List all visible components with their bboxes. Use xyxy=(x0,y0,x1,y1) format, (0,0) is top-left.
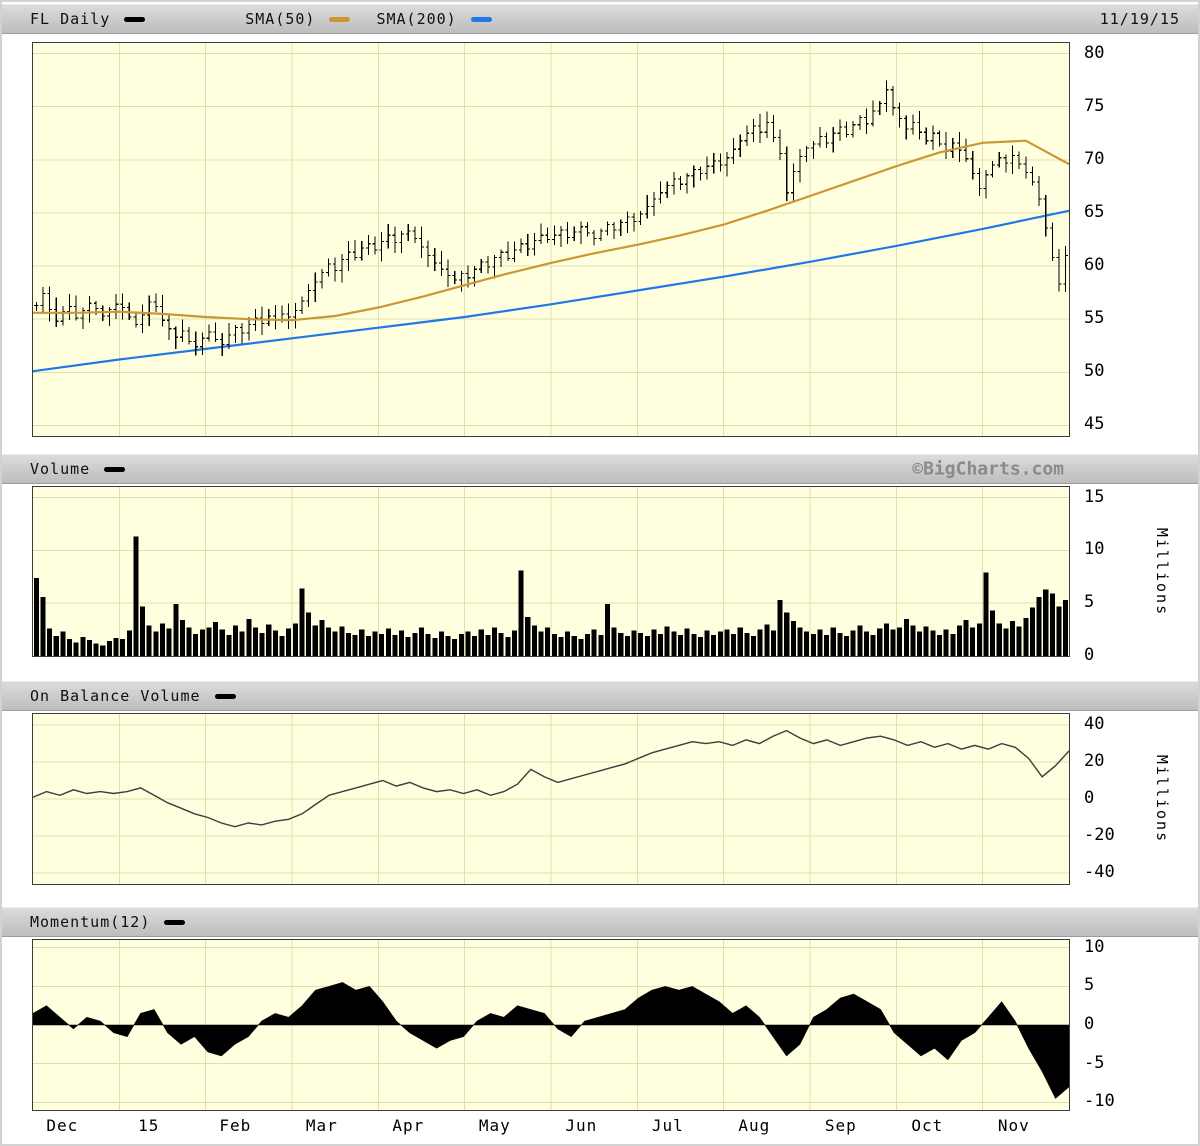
obv-swatch-icon xyxy=(214,693,236,699)
volume-millions-label: Millions xyxy=(1153,527,1171,616)
obv-panel: 40 20 0 -20 -40 Millions xyxy=(2,713,1198,885)
obv-header: On Balance Volume xyxy=(2,681,1198,711)
volume-plot-svg xyxy=(33,487,1069,656)
x-axis-label: Mar xyxy=(305,1116,338,1135)
momentum-plot xyxy=(32,939,1070,1111)
price-plot xyxy=(32,42,1070,437)
sma50-line xyxy=(33,139,1069,322)
momentum-area xyxy=(33,982,1069,1099)
volume-bars xyxy=(33,536,1069,656)
obv-plot-svg xyxy=(33,714,1069,884)
x-axis-label: Sep xyxy=(824,1116,857,1135)
chart-date: 11/19/15 xyxy=(1099,10,1180,28)
y-tick-label: 0 xyxy=(1084,788,1095,808)
momentum-plot-svg xyxy=(33,940,1069,1110)
x-axis: Dec 15 Feb Mar Apr May Jun Jul Aug Sep Oct Nov xyxy=(32,1114,1070,1142)
sma50-swatch-icon xyxy=(329,16,351,22)
y-tick-label: 70 xyxy=(1084,148,1105,169)
y-tick-label: 75 xyxy=(1084,95,1105,116)
ohlc-bars xyxy=(34,80,1068,356)
y-tick-label: 45 xyxy=(1084,414,1105,435)
volume-yaxis: 15 10 5 0 xyxy=(1084,486,1154,664)
sma200-label: SMA(200) xyxy=(376,10,457,28)
x-axis-label: Oct xyxy=(911,1116,944,1135)
x-axis-label: Apr xyxy=(392,1116,425,1135)
y-tick-label: -5 xyxy=(1084,1052,1105,1073)
sma200-line xyxy=(33,209,1069,373)
x-axis-label: Aug xyxy=(738,1116,771,1135)
y-tick-label: 50 xyxy=(1084,361,1105,382)
y-tick-label: 5 xyxy=(1084,592,1095,613)
bigcharts-watermark: ©BigCharts.com xyxy=(912,458,1064,480)
x-axis-label: 15 xyxy=(138,1116,160,1135)
y-tick-label: 80 xyxy=(1084,42,1105,63)
y-tick-label: 65 xyxy=(1084,201,1105,222)
volume-header: Volume ©BigCharts.com xyxy=(2,454,1198,484)
gridlines xyxy=(33,714,1069,884)
x-axis-label: Jun xyxy=(565,1116,598,1135)
y-tick-label: 55 xyxy=(1084,308,1105,329)
obv-yaxis: 40 20 0 -20 -40 xyxy=(1084,713,1154,885)
y-tick-label: -20 xyxy=(1084,824,1115,845)
price-plot-svg xyxy=(33,43,1069,436)
y-tick-label: 5 xyxy=(1084,975,1095,996)
y-tick-label: 10 xyxy=(1084,539,1105,560)
x-axis-label: Jul xyxy=(651,1116,684,1135)
volume-title: Volume xyxy=(30,460,91,478)
y-tick-label: -40 xyxy=(1084,861,1115,882)
price-panel: 80 75 70 65 60 55 50 45 xyxy=(2,42,1198,437)
obv-line xyxy=(33,729,1069,828)
momentum-swatch-icon xyxy=(164,919,186,925)
y-tick-label: 10 xyxy=(1084,936,1105,957)
gridlines xyxy=(33,487,1069,656)
momentum-yaxis: 10 5 0 -5 -10 xyxy=(1084,936,1154,1112)
x-axis-label: Feb xyxy=(219,1116,252,1135)
y-tick-label: 60 xyxy=(1084,255,1105,276)
obv-title: On Balance Volume xyxy=(30,687,201,705)
chart-header: FL Daily SMA(50) SMA(200) 11/19/15 xyxy=(2,4,1198,34)
price-series-swatch-icon xyxy=(124,16,146,22)
sma200-swatch-icon xyxy=(470,16,492,22)
x-axis-label: Nov xyxy=(997,1116,1030,1135)
y-tick-label: 20 xyxy=(1084,751,1105,772)
volume-swatch-icon xyxy=(104,466,126,472)
x-axis-label: Dec xyxy=(46,1116,79,1135)
momentum-panel: 10 5 0 -5 -10 xyxy=(2,936,1198,1112)
obv-plot xyxy=(32,713,1070,885)
y-tick-label: 15 xyxy=(1084,486,1105,507)
obv-millions-label: Millions xyxy=(1153,754,1171,844)
price-yaxis: 80 75 70 65 60 55 50 45 xyxy=(1084,42,1154,437)
gridlines xyxy=(33,43,1069,436)
volume-plot xyxy=(32,486,1070,657)
sma50-label: SMA(50) xyxy=(245,10,316,28)
y-tick-label: 40 xyxy=(1084,714,1105,735)
y-tick-label: -10 xyxy=(1084,1091,1115,1112)
y-tick-label: 0 xyxy=(1084,645,1095,665)
momentum-title: Momentum(12) xyxy=(30,913,151,931)
y-tick-label: 0 xyxy=(1084,1014,1095,1034)
momentum-header: Momentum(12) xyxy=(2,907,1198,937)
volume-panel: 15 10 5 0 Millions xyxy=(2,486,1198,665)
x-axis-label: May xyxy=(478,1116,511,1135)
symbol-label: FL Daily xyxy=(30,10,111,28)
